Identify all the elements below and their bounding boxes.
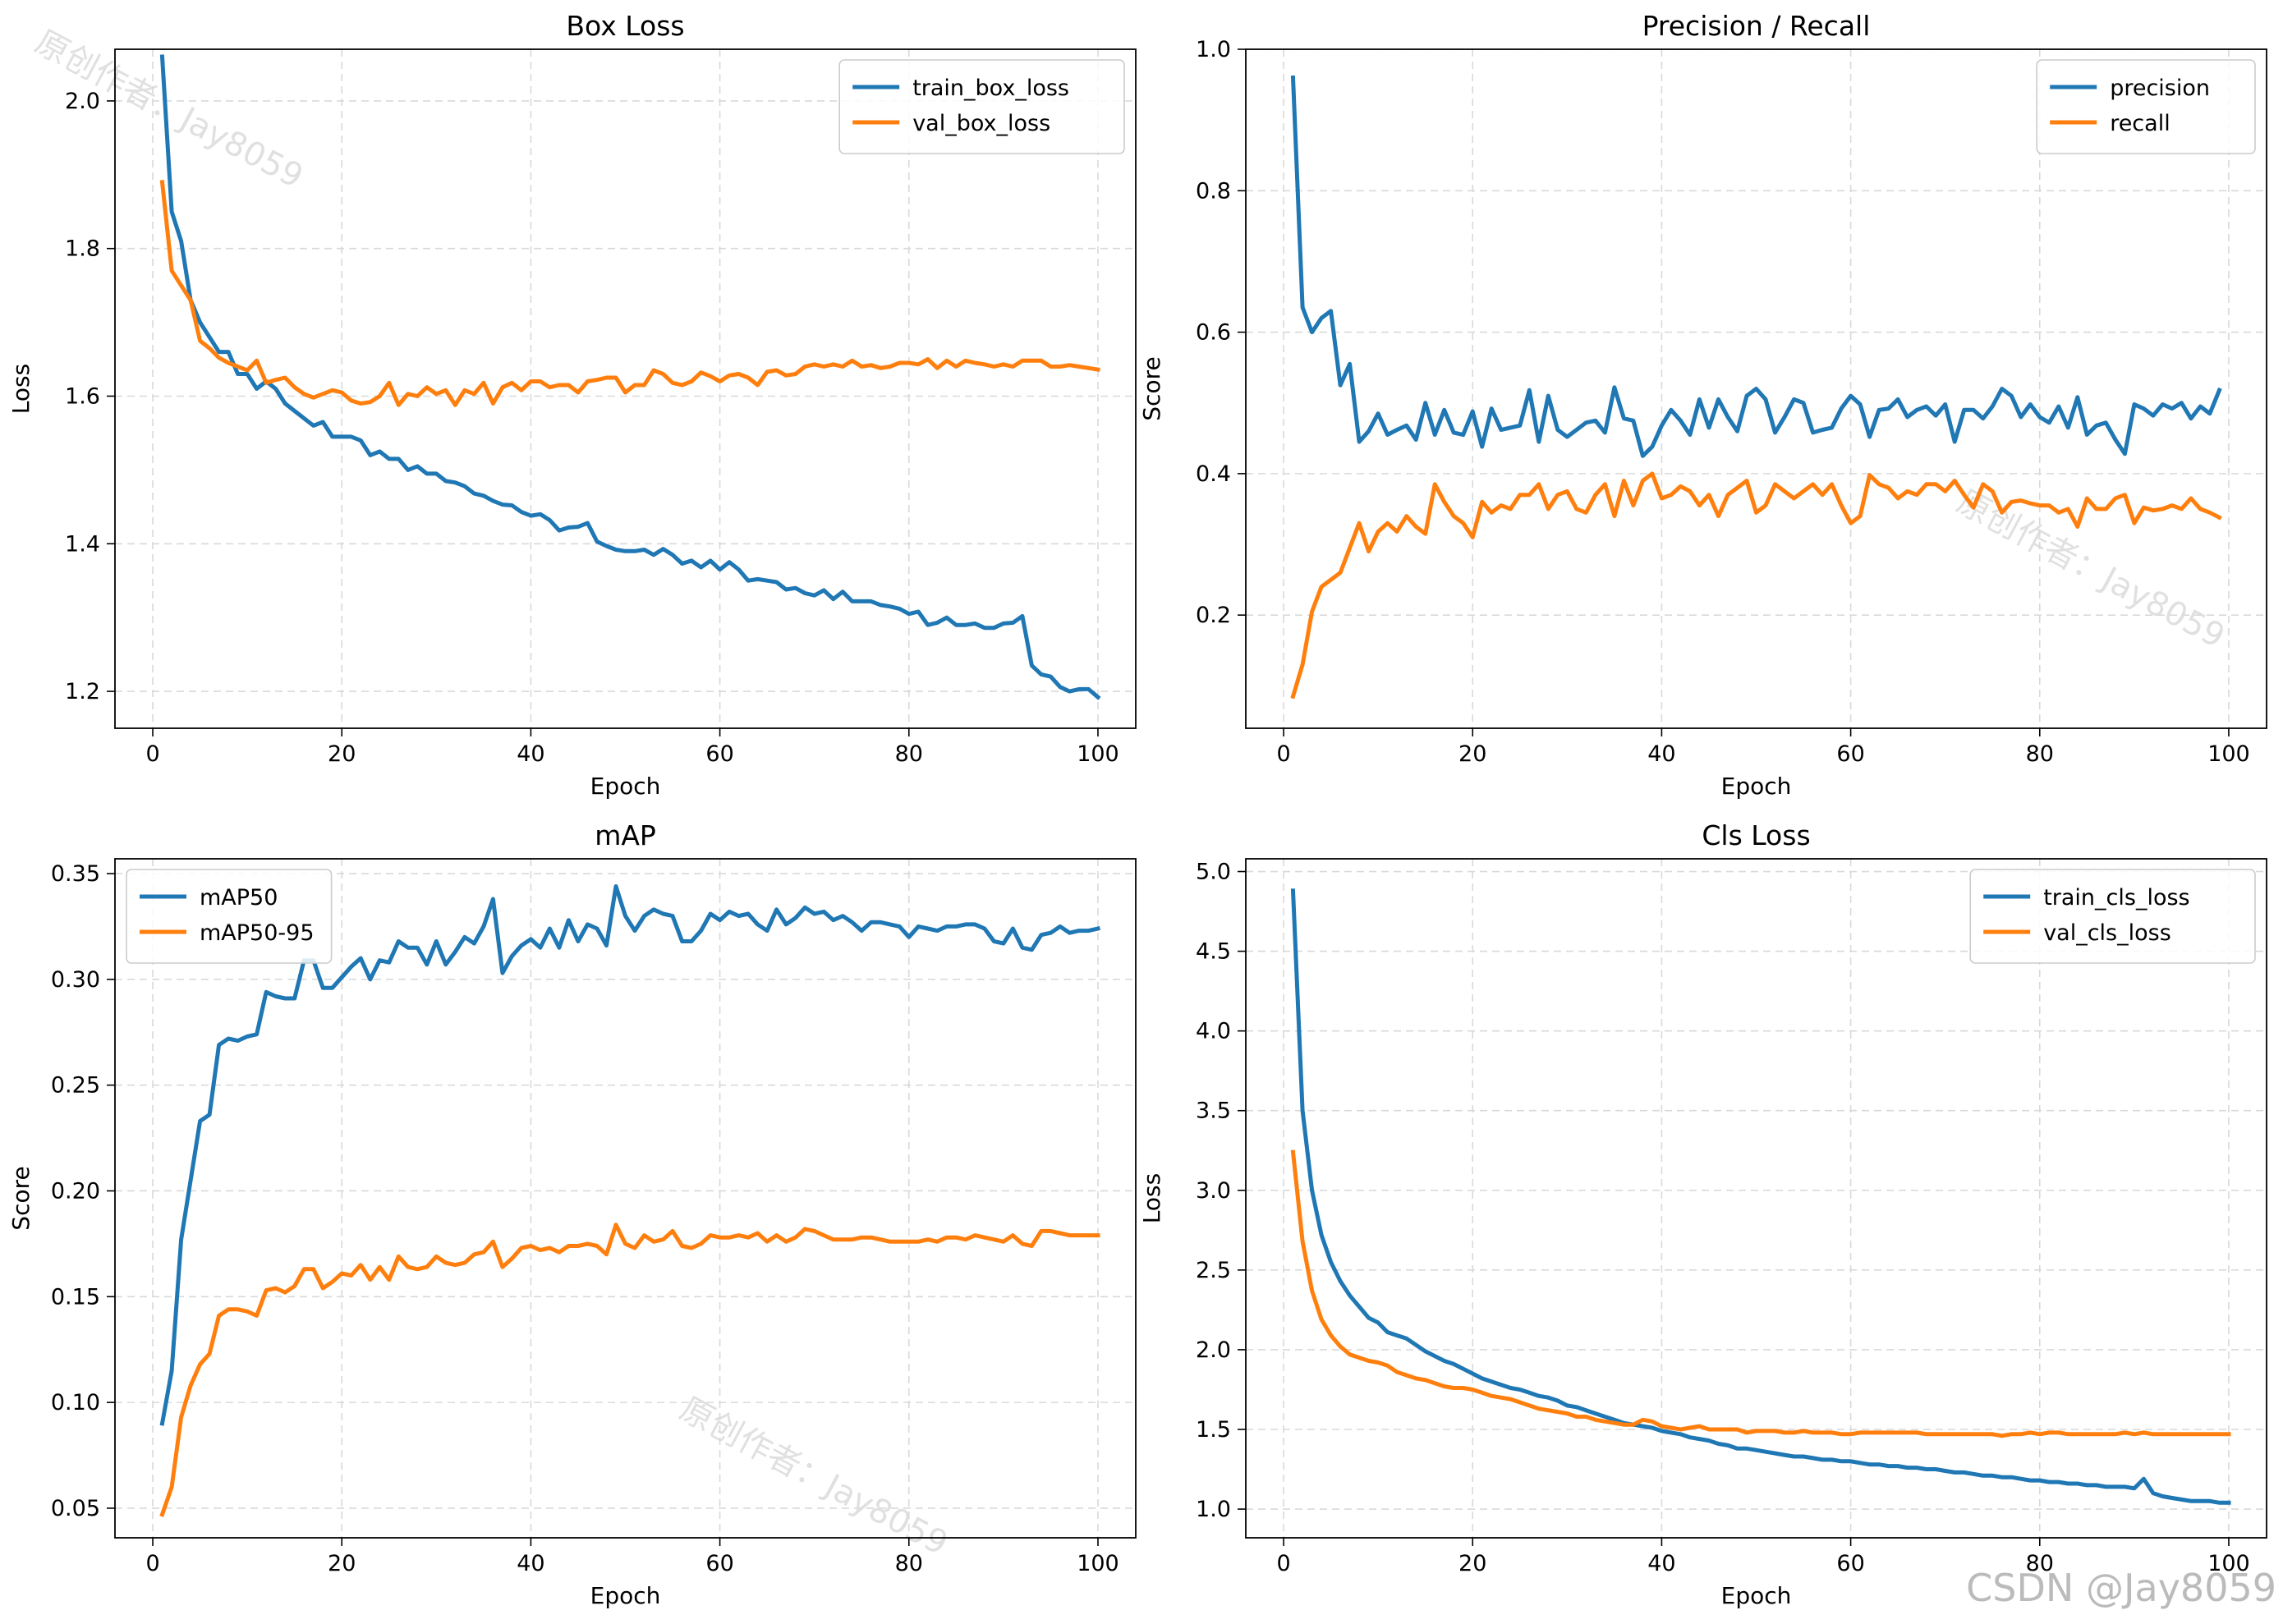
legend-box (838, 59, 1125, 154)
y-tick-label: 0.4 (1196, 461, 1231, 487)
series-line-val_cls_loss (1290, 1149, 2231, 1438)
plot-frame (114, 858, 1137, 1539)
x-tick-label: 0 (1276, 1551, 1290, 1576)
y-tick-label: 0.05 (51, 1496, 100, 1521)
chart-panel-1: 0 20 40 60 80 100 1.2 1.4 1.6 1.8 2.0 Box Loss Epoch… (7, 10, 1137, 800)
x-tick-label: 40 (517, 741, 544, 767)
y-tick-label: 1.5 (1196, 1417, 1231, 1443)
y-tick-label: 1.0 (1196, 1497, 1231, 1522)
y-tick-label: 1.8 (65, 236, 100, 262)
x-tick-label: 20 (1458, 741, 1486, 767)
chart-title: Box Loss (566, 10, 684, 42)
x-tick-label: 100 (2207, 741, 2250, 767)
x-axis-label: Epoch (590, 1582, 661, 1609)
series-line-train_box_loss (159, 54, 1101, 700)
y-tick-label: 0.15 (51, 1284, 100, 1310)
y-tick-label: 0.35 (51, 861, 100, 887)
y-tick-label: 4.0 (1196, 1019, 1231, 1044)
y-tick-label: 0.25 (51, 1073, 100, 1099)
chart-panel-2: 0 20 40 60 80 100 0.2 0.4 0.6 0.8 1.0 Precision / R… (1138, 10, 2267, 800)
csdn-footer-watermark: CSDN @Jay8059 (1966, 1566, 2276, 1610)
x-tick-label: 40 (1647, 1551, 1675, 1576)
x-tick-label: 80 (2026, 1551, 2054, 1576)
y-tick-label: 0.30 (51, 967, 100, 993)
x-tick-label: 60 (1836, 741, 1864, 767)
legend-box (126, 869, 333, 964)
x-tick-label: 60 (705, 1551, 733, 1576)
y-tick-label: 1.6 (65, 383, 100, 409)
series-line-mAP50 (159, 884, 1100, 1426)
x-tick-label: 0 (1276, 741, 1290, 767)
y-tick-label: 0.10 (51, 1390, 100, 1415)
legend-label-mAP50-95: mAP50-95 (200, 920, 315, 946)
y-tick-label: 0.20 (51, 1178, 100, 1204)
chart-title: Precision / Recall (1642, 10, 1871, 42)
legend-label-train_box_loss: train_box_loss (912, 76, 1069, 101)
x-tick-label: 80 (2026, 741, 2054, 767)
chart-panel-3: 0 20 40 60 80 100 0.05 0.10 0.15 0.20 0.25 0.30 0.35… (7, 819, 1137, 1609)
x-axis-label: Epoch (1721, 773, 1792, 800)
x-tick-label: 100 (1077, 741, 1119, 767)
legend-box (2036, 59, 2256, 154)
y-tick-label: 0.6 (1196, 320, 1231, 346)
y-axis-label: Loss (1138, 1173, 1165, 1223)
plot-frame (1245, 858, 2267, 1539)
x-tick-label: 100 (1077, 1551, 1119, 1576)
x-tick-label: 20 (328, 741, 356, 767)
chart-title: mAP (595, 819, 656, 851)
x-tick-label: 100 (2207, 1551, 2250, 1576)
y-axis-label: Loss (7, 364, 34, 414)
legend-label-val_box_loss: val_box_loss (912, 111, 1050, 136)
legend-label-mAP50: mAP50 (200, 885, 278, 911)
legend-label-val_cls_loss: val_cls_loss (2043, 920, 2171, 946)
watermark-right: 原创作者：Jay8059 (1950, 483, 2230, 655)
legend-label-precision: precision (2110, 76, 2210, 101)
series-line-train_cls_loss (1290, 888, 2231, 1505)
x-tick-label: 60 (1836, 1551, 1864, 1576)
x-tick-label: 0 (145, 1551, 159, 1576)
y-tick-label: 0.2 (1196, 603, 1231, 628)
chart-title: Cls Loss (1702, 819, 1810, 851)
y-axis-label: Score (7, 1166, 34, 1230)
y-tick-label: 4.5 (1196, 939, 1231, 965)
x-tick-label: 20 (1458, 1551, 1486, 1576)
x-tick-label: 80 (895, 741, 923, 767)
x-tick-label: 0 (145, 741, 159, 767)
y-tick-label: 1.2 (65, 679, 100, 704)
series-line-val_box_loss (159, 180, 1100, 407)
y-tick-label: 2.0 (65, 89, 100, 114)
y-tick-label: 5.0 (1196, 860, 1231, 885)
chart-panel-4: 0 20 40 60 80 100 1.0 1.5 2.0 2.5 3.0 3.5 4.0 4.5 5.0 C… (1138, 819, 2267, 1609)
x-tick-label: 60 (705, 741, 733, 767)
plot-frame (1245, 48, 2267, 729)
plot-frame (114, 48, 1137, 729)
x-axis-label: Epoch (590, 773, 661, 800)
x-tick-label: 40 (1647, 741, 1675, 767)
y-tick-label: 3.0 (1196, 1178, 1231, 1204)
series-line-recall (1290, 471, 2222, 700)
x-axis-label: Epoch (1721, 1582, 1792, 1609)
legend-box (1969, 869, 2256, 964)
y-tick-label: 2.5 (1196, 1258, 1231, 1283)
y-tick-label: 3.5 (1196, 1099, 1231, 1124)
y-axis-label: Score (1138, 356, 1165, 420)
legend-label-recall: recall (2110, 111, 2170, 136)
y-tick-label: 0.8 (1196, 178, 1231, 204)
legend-label-train_cls_loss: train_cls_loss (2043, 885, 2189, 911)
y-tick-label: 1.4 (65, 531, 100, 557)
x-tick-label: 40 (517, 1551, 544, 1576)
series-line-mAP50-95 (159, 1223, 1100, 1517)
y-tick-label: 2.0 (1196, 1337, 1231, 1363)
x-tick-label: 20 (328, 1551, 356, 1576)
series-line-precision (1290, 75, 2222, 458)
x-tick-label: 80 (895, 1551, 923, 1576)
y-tick-label: 1.0 (1196, 37, 1231, 62)
